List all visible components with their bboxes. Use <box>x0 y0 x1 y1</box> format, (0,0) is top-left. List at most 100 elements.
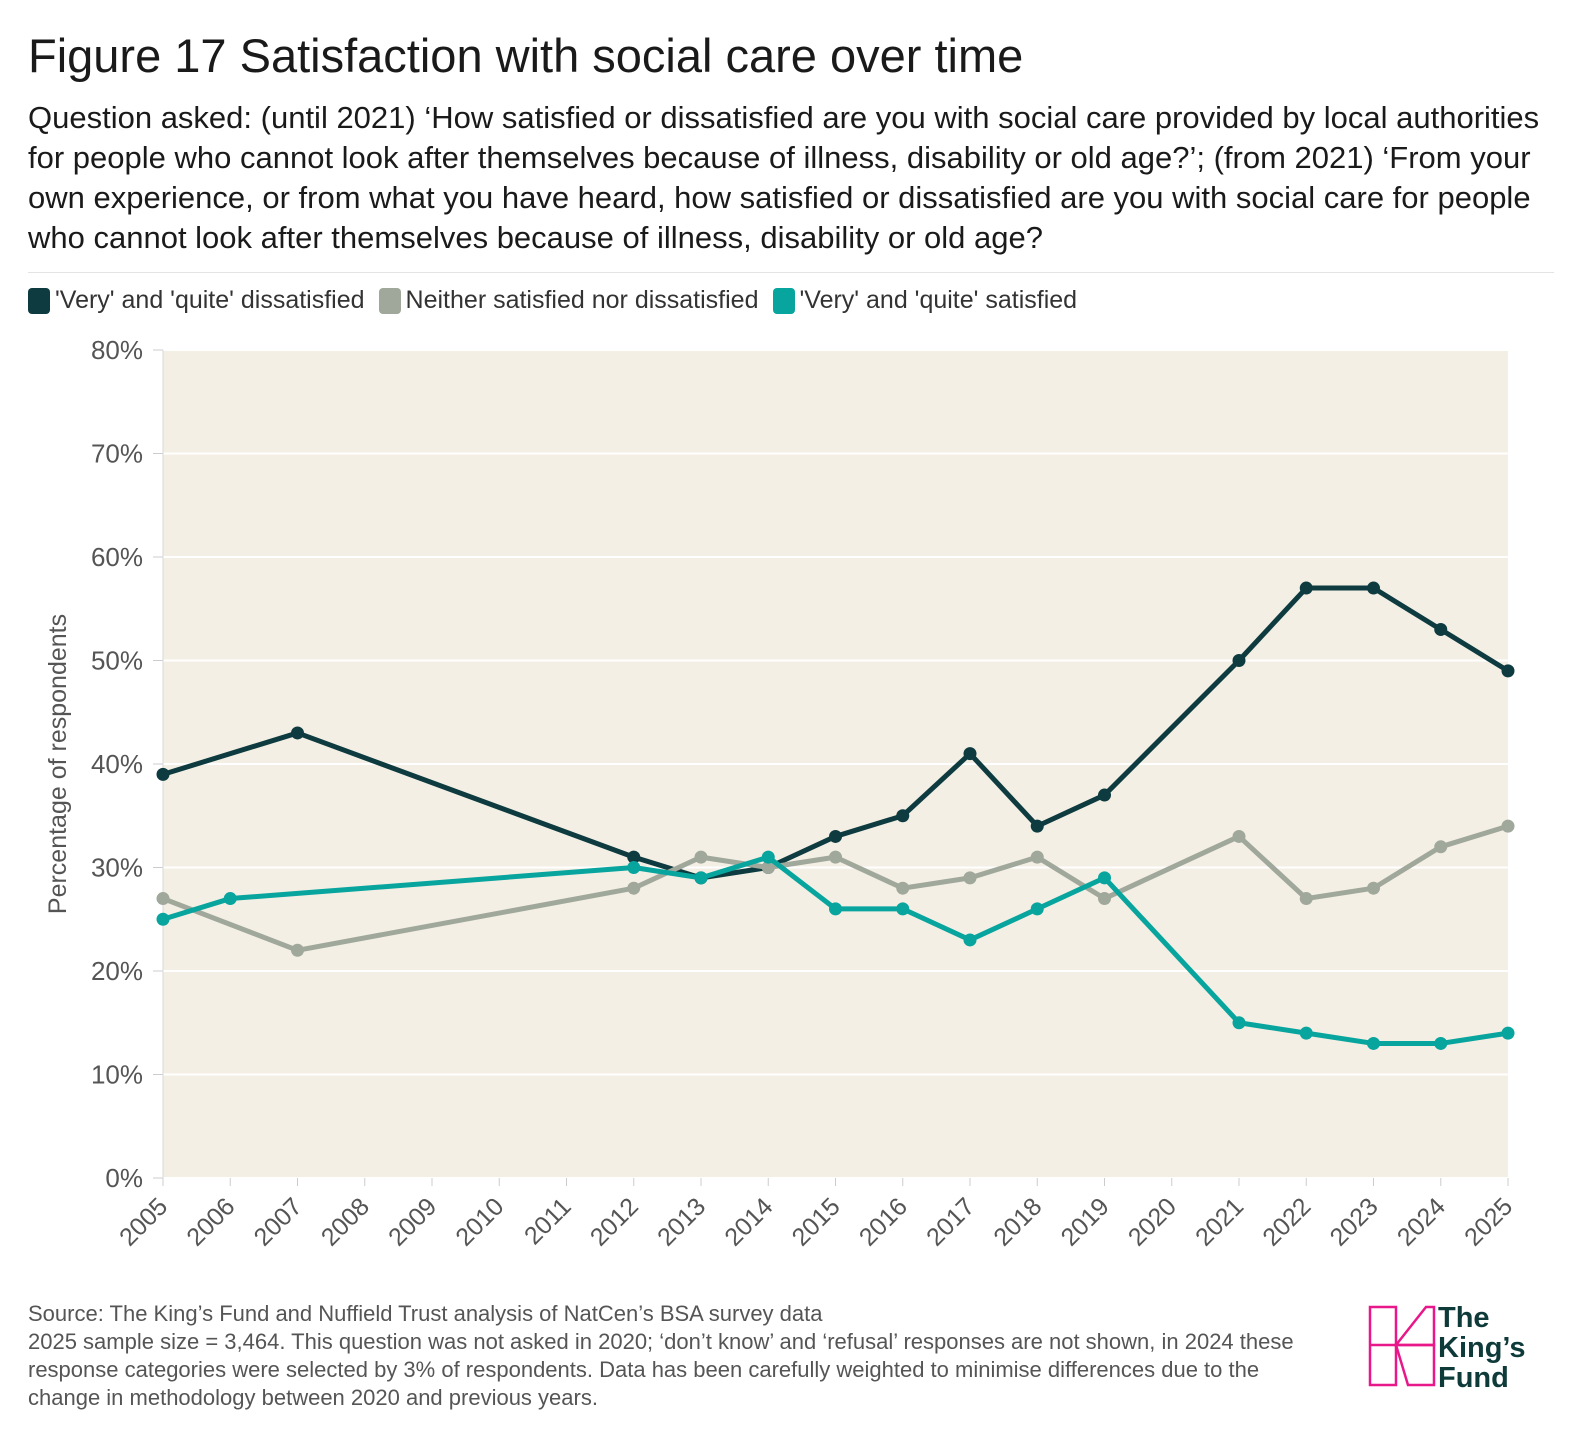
legend-item-neither[interactable]: Neither satisfied nor dissatisfied <box>378 286 759 315</box>
data-point[interactable] <box>1434 1036 1448 1050</box>
data-point[interactable] <box>1030 850 1044 864</box>
x-tick-label: 2022 <box>1257 1192 1316 1251</box>
x-tick-label: 2007 <box>249 1192 308 1251</box>
y-axis-label: Percentage of respondents <box>44 614 72 914</box>
legend-label-dissatisfied: 'Very' and 'quite' dissatisfied <box>55 286 365 314</box>
series-1 <box>156 819 1515 957</box>
legend: 'Very' and 'quite' dissatisfied Neither … <box>28 286 1091 315</box>
legend-label-neither: Neither satisfied nor dissatisfied <box>405 286 759 314</box>
logo-k-icon <box>1368 1305 1436 1387</box>
data-point[interactable] <box>1232 1016 1246 1030</box>
legend-swatch-neither <box>378 287 401 314</box>
x-tick-label: 2015 <box>787 1192 846 1251</box>
data-point[interactable] <box>694 850 708 864</box>
data-point[interactable] <box>963 871 977 885</box>
data-point[interactable] <box>829 829 842 843</box>
x-tick-label: 2020 <box>1123 1192 1182 1251</box>
source-note: Source: The King’s Fund and Nuffield Tru… <box>28 1300 1308 1412</box>
data-point[interactable] <box>627 850 641 864</box>
logo-line-3: Fund <box>1438 1362 1509 1394</box>
chart-subtitle: Question asked: (until 2021) ‘How satisf… <box>28 100 1540 255</box>
y-tick-label: 50% <box>91 646 143 676</box>
x-tick-label: 2024 <box>1392 1192 1451 1251</box>
data-point[interactable] <box>1367 1036 1380 1050</box>
data-point[interactable] <box>223 892 237 906</box>
x-tick-label: 2017 <box>921 1192 980 1251</box>
data-point[interactable] <box>896 809 910 823</box>
data-point[interactable] <box>761 850 775 864</box>
data-point[interactable] <box>896 881 910 895</box>
data-point[interactable] <box>1232 829 1246 843</box>
data-point[interactable] <box>291 943 304 957</box>
x-tick-label: 2013 <box>652 1192 711 1251</box>
y-tick-label: 60% <box>91 542 143 572</box>
data-point[interactable] <box>896 902 910 916</box>
logo-wordmark: The King’s Fund <box>1438 1303 1526 1393</box>
kings-fund-logo[interactable]: The King’s Fund <box>1368 1303 1548 1399</box>
x-tick-label: 2019 <box>1056 1192 1115 1251</box>
line-chart: 0%10%20%30%40%50%60%70%80% 2005 2006 2007 2… <box>44 335 1518 1252</box>
data-point[interactable] <box>1030 902 1044 916</box>
data-point[interactable] <box>1299 1026 1313 1040</box>
data-point[interactable] <box>1367 881 1380 895</box>
data-point[interactable] <box>1501 1026 1515 1040</box>
legend-item-dissatisfied[interactable]: 'Very' and 'quite' dissatisfied <box>28 286 365 315</box>
data-point[interactable] <box>627 861 641 874</box>
logo-line-2: King’s <box>1438 1332 1526 1364</box>
legend-swatch-dissatisfied <box>28 287 50 314</box>
data-point[interactable] <box>963 747 977 761</box>
x-tick-label: 2018 <box>988 1192 1047 1251</box>
y-tick-label: 80% <box>91 335 143 365</box>
y-axis: 0% 10% 20% 30% 40% 50% 60% 70% 80% <box>91 335 164 1193</box>
data-point[interactable] <box>1232 654 1246 667</box>
chart-title: Figure 17 Satisfaction with social care … <box>28 29 1024 82</box>
data-point[interactable] <box>963 933 977 947</box>
source-line: Source: The King’s Fund and Nuffield Tru… <box>28 1301 823 1326</box>
legend-label-satisfied: 'Very' and 'quite' satisfied <box>799 286 1078 314</box>
x-tick-label: 2010 <box>450 1192 509 1251</box>
data-point[interactable] <box>829 850 842 864</box>
x-tick-label: 2006 <box>181 1192 240 1251</box>
x-tick-label: 2025 <box>1459 1192 1518 1251</box>
data-point[interactable] <box>1367 581 1380 595</box>
data-point[interactable] <box>1501 664 1515 678</box>
data-point[interactable] <box>156 892 170 906</box>
x-tick-label: 2023 <box>1325 1192 1384 1251</box>
data-point[interactable] <box>829 902 842 916</box>
legend-swatch-satisfied <box>772 287 795 314</box>
data-point[interactable] <box>1299 581 1313 595</box>
x-tick-label: 2009 <box>383 1192 442 1251</box>
data-point[interactable] <box>1434 840 1448 854</box>
gridlines <box>163 349 1508 1179</box>
y-tick-label: 30% <box>91 853 143 883</box>
x-tick-label: 2016 <box>854 1192 913 1251</box>
y-tick-label: 40% <box>91 749 143 779</box>
x-axis: 2005 2006 2007 2008 2009 2010 2011 2012 2013 2014… <box>114 1178 1518 1252</box>
data-point[interactable] <box>1434 622 1448 636</box>
data-point[interactable] <box>694 871 708 885</box>
y-tick-label: 10% <box>91 1060 143 1090</box>
data-point[interactable] <box>1098 871 1111 885</box>
x-tick-label: 2014 <box>719 1192 778 1251</box>
data-point[interactable] <box>156 767 170 781</box>
series-2 <box>156 850 1515 1050</box>
data-point[interactable] <box>291 726 304 740</box>
x-tick-label: 2008 <box>316 1192 375 1251</box>
data-point[interactable] <box>1030 819 1044 833</box>
x-tick-label: 2012 <box>585 1192 644 1251</box>
header-divider <box>28 272 1554 273</box>
legend-item-satisfied[interactable]: 'Very' and 'quite' satisfied <box>772 286 1078 315</box>
y-tick-label: 0% <box>105 1163 143 1193</box>
data-point[interactable] <box>1098 892 1111 906</box>
x-tick-label: 2005 <box>114 1192 173 1251</box>
y-tick-label: 70% <box>91 439 143 469</box>
x-tick-label: 2021 <box>1190 1192 1249 1251</box>
data-point[interactable] <box>1501 819 1515 833</box>
data-point[interactable] <box>1299 892 1313 906</box>
data-point[interactable] <box>761 861 775 874</box>
data-point[interactable] <box>627 881 641 895</box>
logo-line-1: The <box>1438 1302 1490 1334</box>
data-point[interactable] <box>1098 788 1111 802</box>
data-point[interactable] <box>156 912 170 926</box>
x-tick-label: 2011 <box>519 1192 577 1250</box>
